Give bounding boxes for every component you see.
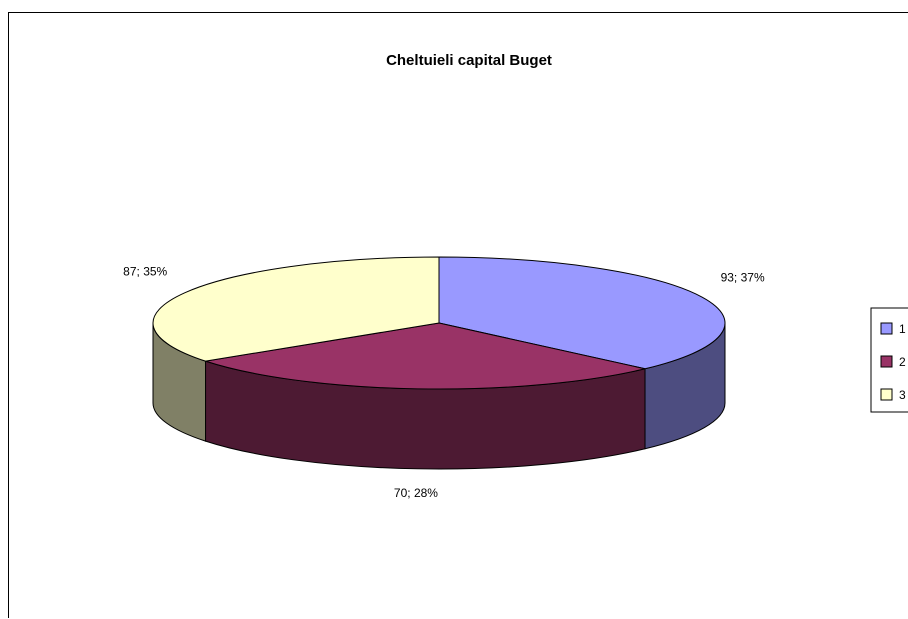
pie-chart: Cheltuieli capital Buget 93; 37% 70; 28% 8… [123, 52, 908, 500]
legend-swatch-3 [880, 388, 893, 401]
slice-3 [152, 256, 440, 362]
data-labels: 93; 37% 70; 28% 87; 35% [123, 264, 765, 499]
legend-swatch-1 [880, 322, 893, 335]
data-label-1: 93; 37% [721, 270, 765, 284]
data-label-3: 87; 35% [123, 264, 167, 278]
chart-title: Cheltuieli capital Buget [386, 52, 552, 69]
slice-1 [438, 256, 726, 370]
legend-label-1: 1 [899, 322, 906, 336]
pie-slices [152, 256, 726, 390]
pie-sides [152, 322, 726, 470]
legend-label-3: 3 [899, 388, 906, 402]
legend-label-2: 2 [899, 355, 906, 369]
slice-2 [205, 322, 646, 390]
legend-swatch-2 [880, 355, 893, 368]
chart-area: Cheltuieli capital Buget 93; 37% 70; 28% 8… [8, 12, 908, 618]
legend: 1 2 3 [870, 307, 908, 413]
data-label-2: 70; 28% [394, 486, 438, 500]
